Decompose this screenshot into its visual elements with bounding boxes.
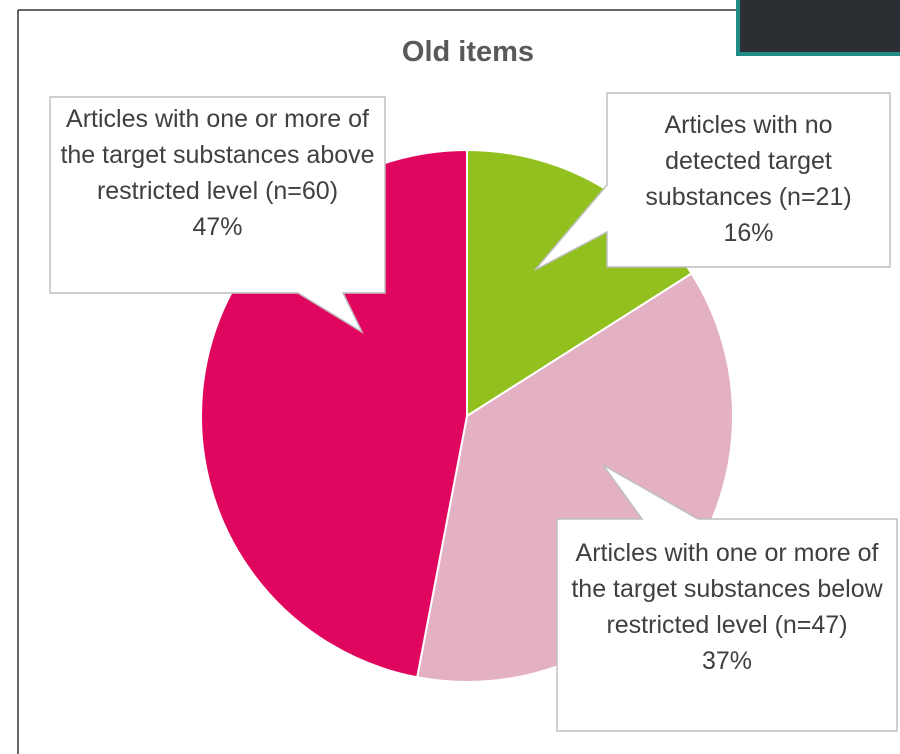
- slice-label: Articles with one or more of the target …: [60, 105, 375, 205]
- value-label: 47%: [192, 213, 243, 241]
- callout-box: [556, 464, 898, 732]
- callout-box: [49, 96, 386, 334]
- value-label: 16%: [723, 219, 774, 247]
- callout-box: [534, 92, 891, 271]
- slice-label: Articles with one or more of the target …: [571, 539, 883, 639]
- slice-label: Articles with no detected target substan…: [645, 111, 852, 211]
- webcam-thumbnail: [736, 0, 900, 56]
- value-label: 37%: [701, 647, 753, 675]
- chart-title: Old items: [401, 36, 535, 68]
